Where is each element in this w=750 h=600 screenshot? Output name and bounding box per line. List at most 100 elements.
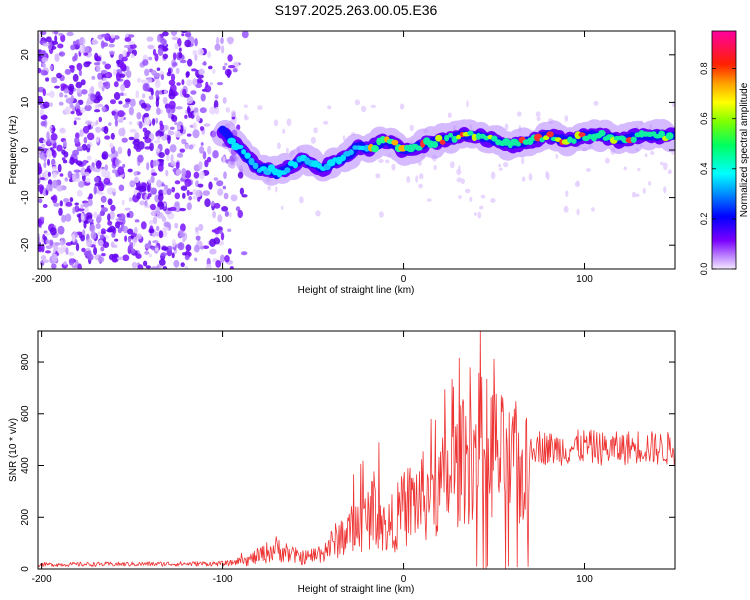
noise-speckle	[160, 131, 164, 137]
noise-speckle	[49, 90, 55, 98]
noise-speckle	[198, 161, 203, 170]
noise-speckle	[171, 239, 176, 248]
x-tick-label: -100	[213, 274, 233, 285]
noise-speckle	[224, 210, 229, 217]
noise-speckle	[195, 226, 199, 232]
noise-speckle	[418, 173, 424, 180]
noise-speckle	[146, 36, 154, 42]
noise-speckle	[83, 52, 89, 56]
noise-speckle	[464, 188, 471, 194]
noise-speckle	[280, 205, 284, 210]
ridge-blob	[252, 162, 259, 169]
noise-speckle	[197, 196, 201, 202]
noise-speckle	[147, 77, 153, 83]
noise-speckle	[170, 31, 178, 37]
ridge-blob	[456, 134, 462, 140]
spectrogram-xlabel: Height of straight line (km)	[298, 285, 415, 296]
noise-speckle	[140, 221, 147, 230]
noise-speckle	[498, 163, 502, 168]
noise-speckle	[96, 214, 102, 223]
noise-speckle	[223, 192, 229, 200]
noise-speckle	[160, 252, 168, 257]
noise-speckle	[133, 144, 140, 150]
noise-speckle	[70, 44, 76, 51]
noise-speckle	[53, 31, 59, 35]
noise-speckle	[230, 194, 238, 202]
noise-speckle	[68, 65, 75, 69]
noise-speckle	[180, 177, 184, 182]
noise-speckle	[43, 170, 50, 179]
noise-speckle	[447, 112, 452, 118]
noise-speckle	[80, 203, 84, 209]
noise-speckle	[585, 168, 591, 172]
noise-speckle	[141, 79, 146, 84]
noise-speckle	[58, 51, 66, 57]
noise-speckle	[149, 220, 154, 225]
noise-speckle	[166, 107, 171, 114]
colorbar-scale	[711, 30, 737, 270]
noise-speckle	[89, 224, 96, 233]
noise-speckle	[101, 207, 108, 213]
noise-speckle	[164, 184, 169, 190]
noise-speckle	[155, 231, 159, 237]
noise-speckle	[212, 210, 217, 219]
ridge-blob	[435, 134, 443, 142]
noise-speckle	[313, 127, 318, 134]
noise-speckle	[159, 123, 165, 131]
noise-speckle	[176, 82, 181, 86]
noise-speckle	[107, 198, 113, 206]
noise-speckle	[162, 53, 169, 59]
noise-speckle	[96, 64, 101, 73]
noise-speckle	[156, 107, 161, 115]
noise-speckle	[78, 181, 85, 188]
noise-speckle	[128, 121, 133, 125]
noise-speckle	[213, 237, 221, 245]
noise-speckle	[220, 37, 224, 45]
noise-speckle	[153, 140, 161, 144]
noise-speckle	[98, 80, 104, 89]
noise-speckle	[125, 51, 131, 55]
noise-speckle	[174, 222, 179, 229]
noise-speckle	[257, 105, 263, 110]
noise-speckle	[211, 200, 215, 207]
noise-speckle	[63, 198, 70, 203]
noise-speckle	[456, 168, 462, 176]
noise-speckle	[90, 231, 97, 240]
noise-speckle	[127, 148, 131, 157]
noise-speckle	[68, 83, 75, 92]
noise-speckle	[103, 177, 111, 185]
noise-speckle	[222, 65, 226, 71]
noise-speckle	[184, 114, 188, 119]
noise-speckle	[142, 93, 146, 99]
noise-speckle	[100, 195, 107, 203]
noise-speckle	[227, 54, 233, 62]
noise-speckle	[64, 213, 72, 222]
noise-speckle	[106, 187, 115, 195]
noise-speckle	[155, 117, 159, 124]
noise-speckle	[40, 120, 46, 127]
noise-speckle	[226, 69, 231, 78]
noise-speckle	[197, 79, 204, 83]
noise-speckle	[192, 195, 198, 200]
x-tick-label: 0	[401, 574, 407, 585]
noise-speckle	[415, 175, 419, 183]
noise-speckle	[134, 132, 140, 140]
noise-speckle	[555, 153, 558, 159]
noise-speckle	[40, 255, 47, 261]
y-tick-label: -20	[20, 238, 31, 253]
noise-speckle	[162, 227, 169, 231]
noise-speckle	[188, 195, 193, 201]
noise-speckle	[195, 189, 203, 198]
noise-speckle	[97, 103, 104, 107]
noise-speckle	[127, 236, 132, 243]
noise-speckle	[78, 44, 85, 53]
noise-speckle	[182, 238, 186, 243]
noise-speckle	[147, 44, 155, 50]
noise-speckle	[40, 50, 47, 58]
noise-speckle	[144, 137, 152, 144]
noise-speckle	[667, 169, 672, 175]
x-tick-label: 100	[576, 274, 593, 285]
noise-speckle	[199, 146, 205, 154]
noise-speckle	[178, 47, 182, 52]
